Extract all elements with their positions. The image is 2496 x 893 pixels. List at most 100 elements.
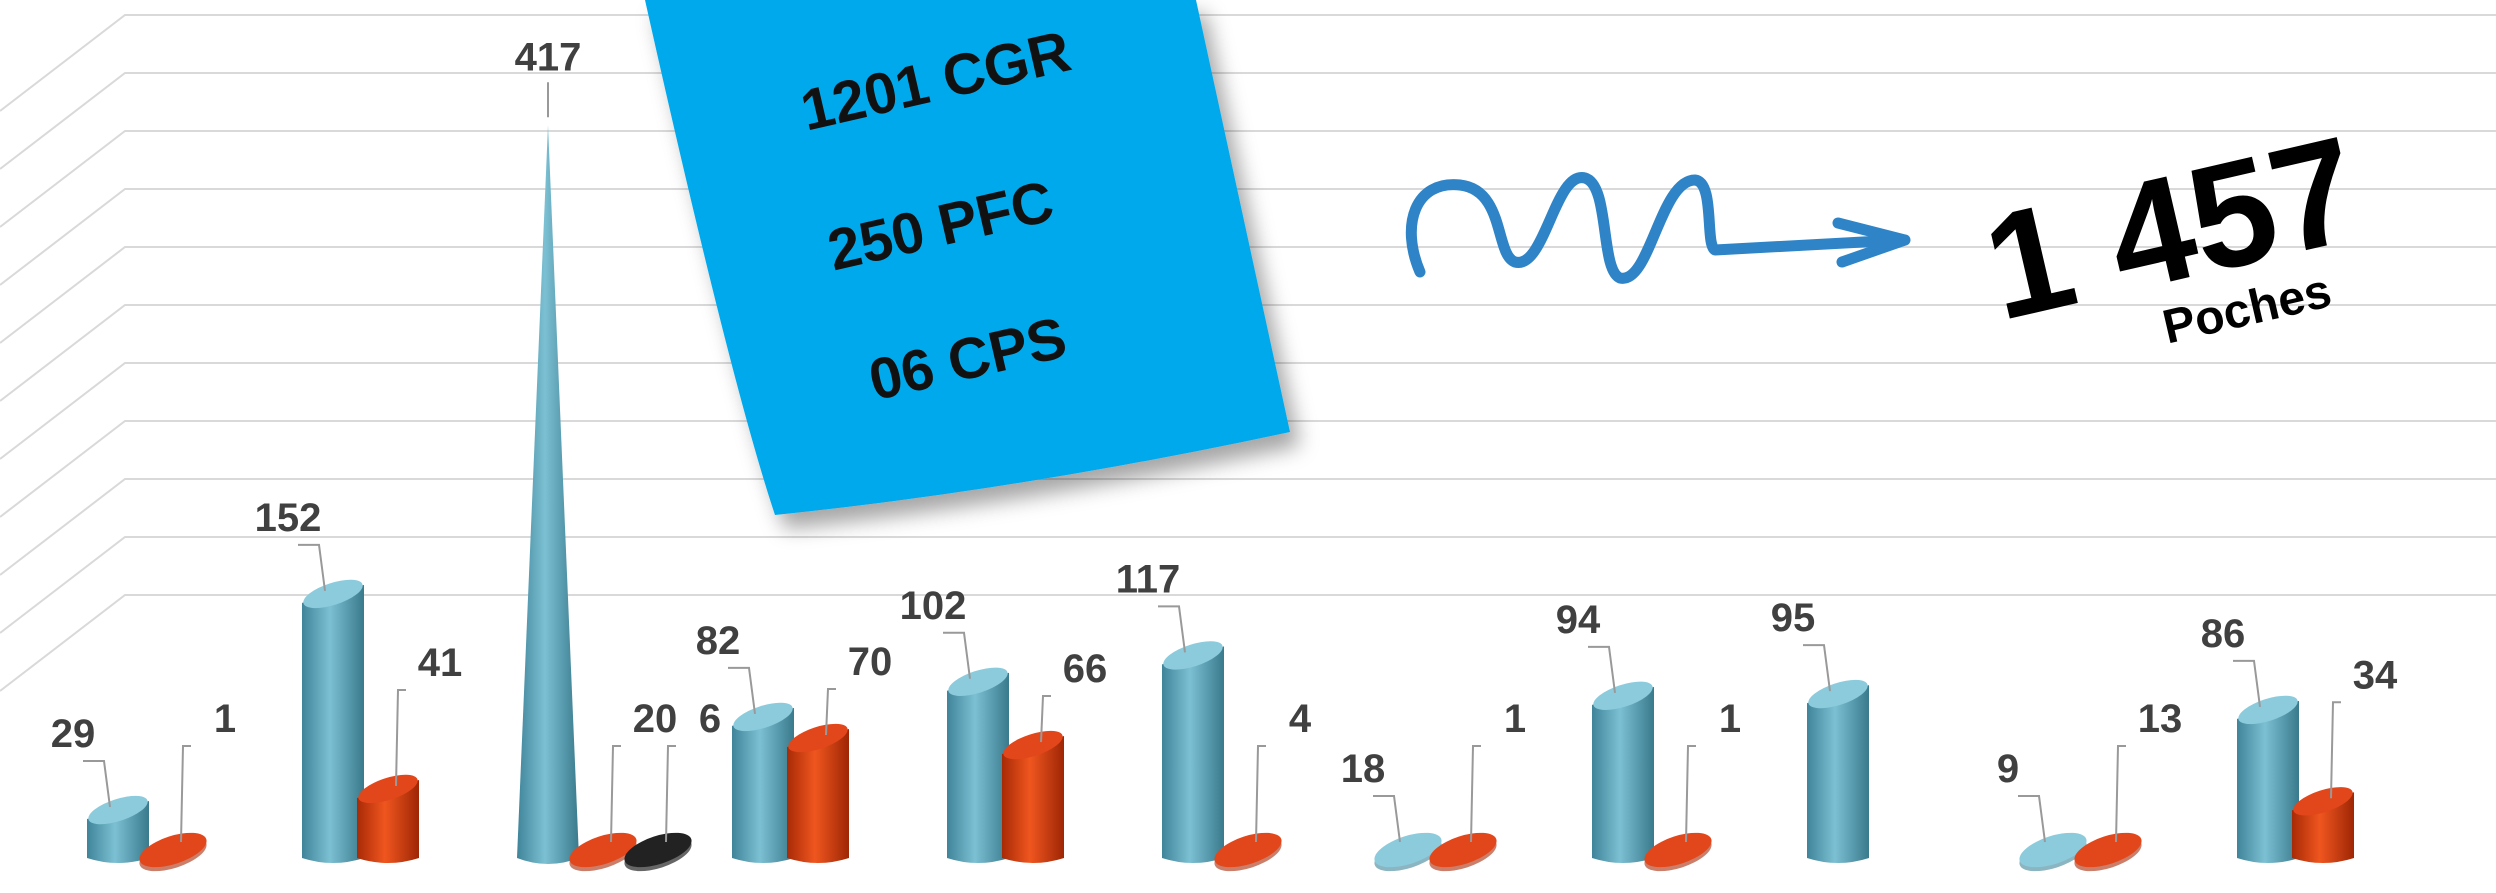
gridline [0, 304, 2496, 402]
gridline [0, 478, 2496, 576]
bar-series2-11: 34 [2292, 653, 2398, 863]
bar-series1-9: 95 [1771, 596, 1869, 863]
bar-series1-10: 9 [1997, 747, 2087, 872]
bar-cap [2238, 695, 2298, 725]
bar-series2-5: 66 [1002, 647, 1107, 863]
leader-line [1373, 795, 1401, 843]
bar-cap [1593, 681, 1653, 711]
leader-line [1470, 745, 1481, 843]
bar-disk [1429, 832, 1497, 868]
bar-series2-3: 20 [569, 697, 678, 872]
bar-disk [1644, 832, 1712, 868]
gridline [0, 72, 2496, 170]
bar-series1-4: 82 [696, 619, 794, 863]
bar-body [947, 672, 1009, 863]
bar-series2-2: 41 [357, 641, 463, 863]
leader-line [83, 760, 111, 808]
bar-body [1592, 686, 1654, 863]
leader-line [2233, 659, 2261, 708]
value-label: 417 [515, 35, 582, 79]
leader-line [1158, 605, 1186, 653]
bar-series2-6: 4 [1214, 697, 1312, 872]
value-label: 1 [1504, 697, 1526, 741]
bar-cap [1808, 679, 1868, 709]
bar-series1-6: 117 [1116, 557, 1224, 863]
bar-cap [1163, 641, 1223, 670]
leader-line [298, 543, 326, 592]
bar-body [517, 125, 579, 865]
value-label: 102 [900, 584, 967, 628]
gridlines [0, 14, 2496, 692]
bar-disk [1374, 832, 1442, 868]
bar-series2-8: 1 [1644, 697, 1741, 872]
bar-cap [2293, 787, 2353, 816]
gridline [0, 594, 2496, 692]
sticky-note: 1201 CGR 250 PFC 06 CPS [645, 0, 1290, 515]
squiggle-arrow-icon [1405, 172, 1911, 284]
bar-series1-2: 152 [255, 496, 364, 863]
bar-disk [2019, 832, 2087, 868]
bar-body [732, 707, 794, 863]
leader-line [1588, 645, 1616, 693]
bar-body [787, 729, 849, 863]
value-label: 20 [633, 697, 678, 741]
value-label: 70 [848, 640, 893, 684]
leader-line [728, 666, 756, 715]
bar-series1-1: 29 [51, 712, 149, 863]
sticky-note-paper [645, 0, 1290, 515]
bar-body [1807, 685, 1869, 863]
leader-line [2115, 745, 2126, 843]
leader-line [825, 688, 836, 736]
bar-series3-3: 6 [624, 697, 721, 872]
leader-line [395, 688, 406, 786]
leader-line [665, 745, 676, 843]
leader-line [2330, 701, 2341, 799]
bar-cap [948, 667, 1008, 696]
value-label: 95 [1771, 596, 1816, 640]
bar-cap [303, 579, 363, 609]
gridline [0, 130, 2496, 228]
leader-line [943, 631, 971, 679]
value-label: 13 [2138, 697, 2183, 741]
value-label: 82 [696, 619, 741, 663]
leader-line [1255, 745, 1266, 843]
bar-series1-5: 102 [900, 584, 1009, 863]
bar-cap [733, 702, 793, 732]
gridline [0, 246, 2496, 344]
value-label: 34 [2353, 653, 2398, 697]
leader-line [1685, 745, 1696, 843]
value-label: 86 [2201, 612, 2246, 656]
bar-body [2237, 700, 2299, 863]
bar-body [1162, 646, 1224, 863]
value-label: 152 [255, 496, 322, 540]
value-label: 6 [699, 697, 721, 741]
value-label: 4 [1289, 697, 1312, 741]
bar-series1-11: 86 [2201, 612, 2299, 863]
value-label: 117 [1116, 557, 1181, 601]
bar-disk [139, 832, 207, 868]
bar-cap [358, 774, 418, 804]
leader-line [2018, 795, 2046, 843]
leader-line [1040, 695, 1051, 743]
total-callout: 1 457 Poches [1970, 104, 2374, 355]
bar-series2-10: 13 [2074, 697, 2183, 872]
bar-cap [88, 795, 148, 825]
value-label: 18 [1341, 747, 1386, 791]
bar-disk [624, 832, 692, 868]
bar-series2-4: 70 [787, 640, 893, 863]
bar-body [302, 584, 364, 863]
gridline [0, 14, 2496, 112]
value-label: 1 [1719, 697, 1741, 741]
bar-series1-7: 18 [1341, 747, 1442, 872]
value-label: 1 [214, 697, 236, 741]
bar-series1-3: 417 [515, 35, 582, 865]
bar-series2-7: 1 [1429, 697, 1526, 872]
leader-line [1803, 644, 1831, 692]
bar-disk [569, 832, 637, 868]
value-label: 94 [1556, 598, 1601, 642]
leader-line [180, 745, 191, 843]
value-label: 41 [418, 641, 463, 685]
value-label: 29 [51, 712, 96, 756]
